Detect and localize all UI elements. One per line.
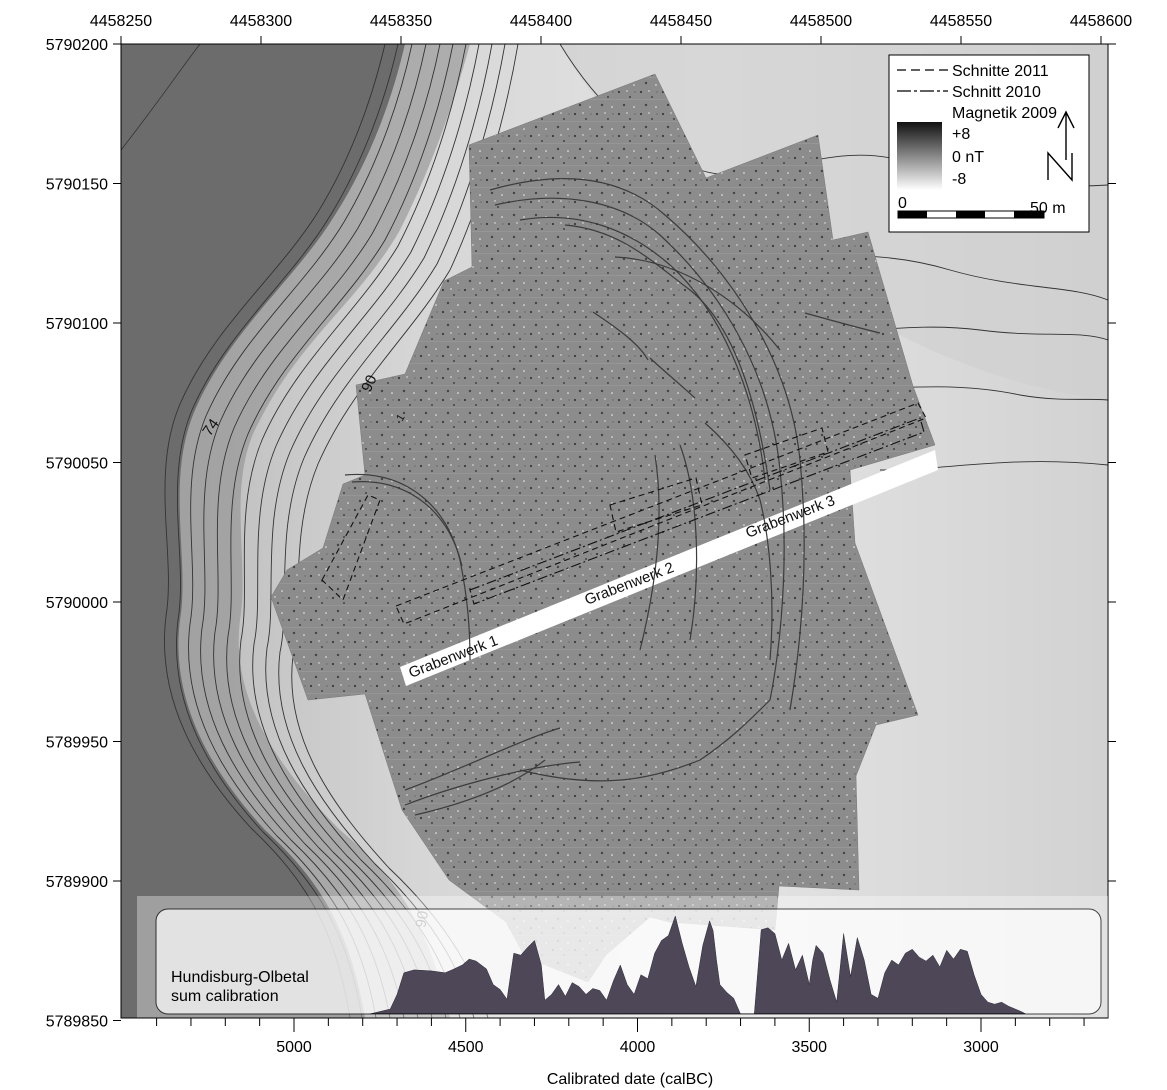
calibrated-date-axis: 5000 4500 4000 3500 3000 Calibrated date (ca…	[121, 1017, 1108, 1088]
legend: Schnitte 2011 Schnitt 2010 Magnetik 2009…	[888, 54, 1090, 233]
inset-x-tick-label: 3000	[963, 1039, 999, 1056]
legend-schnitte-2011: Schnitte 2011	[952, 63, 1049, 80]
sum-calibration-area	[369, 915, 1027, 1014]
x-tick-label: 4458500	[790, 13, 852, 30]
contour-label: 1	[394, 412, 407, 423]
y-tick-label: 5790200	[46, 37, 108, 54]
y-tick-label: 5789900	[46, 874, 108, 891]
north-arrow-icon	[1047, 110, 1075, 182]
y-tick-label: 5790000	[46, 595, 108, 612]
x-tick-label: 4458300	[230, 13, 292, 30]
y-tick-label: 5789850	[46, 1014, 108, 1031]
x-axis-top: 4458250 4458300 4458350 4458400 4458450 44585…	[90, 13, 1132, 882]
trench-outlines	[321, 402, 927, 625]
legend-zero: 0 nT	[952, 149, 984, 166]
y-tick-label: 5789950	[46, 735, 108, 752]
inset-x-tick-label: 5000	[276, 1039, 312, 1056]
contour-label: 90	[358, 372, 380, 394]
inset-label-line1: Hundisburg-Olbetal	[171, 969, 309, 986]
scale-end: 50 m	[1030, 200, 1066, 217]
legend-plus: +8	[952, 126, 970, 143]
y-tick-label: 5790150	[46, 177, 108, 194]
inset-x-axis-label: Calibrated date (calBC)	[547, 1071, 713, 1088]
x-tick-label: 4458400	[510, 13, 572, 30]
legend-colorbar	[897, 122, 942, 190]
contour-label: 74	[199, 416, 222, 439]
legend-minus: -8	[952, 171, 966, 188]
inset-label-line2: sum calibration	[171, 988, 279, 1005]
x-tick-label: 4458600	[1070, 13, 1132, 30]
x-tick-label: 4458550	[930, 13, 992, 30]
valley-floor-shading	[121, 44, 405, 1018]
ditch-features	[344, 177, 881, 816]
scale-start: 0	[898, 195, 907, 212]
x-tick-label: 4458250	[90, 13, 152, 30]
legend-schnitt-2010: Schnitt 2010	[952, 84, 1041, 101]
legend-magnetik-2009: Magnetik 2009	[952, 105, 1057, 122]
inset-x-tick-label: 4500	[448, 1039, 484, 1056]
y-axis-left: 5790200 5790150 5790100 5790050 5790000 57899…	[46, 37, 121, 1031]
inset-x-tick-label: 4000	[620, 1039, 656, 1056]
y-tick-label: 5790050	[46, 456, 108, 473]
y-tick-label: 5790100	[46, 316, 108, 333]
sum-calibration-inset: Hundisburg-Olbetal sum calibration	[137, 896, 1108, 1018]
inset-x-tick-label: 3500	[791, 1039, 827, 1056]
x-tick-label: 4458450	[650, 13, 712, 30]
x-tick-label: 4458350	[370, 13, 432, 30]
